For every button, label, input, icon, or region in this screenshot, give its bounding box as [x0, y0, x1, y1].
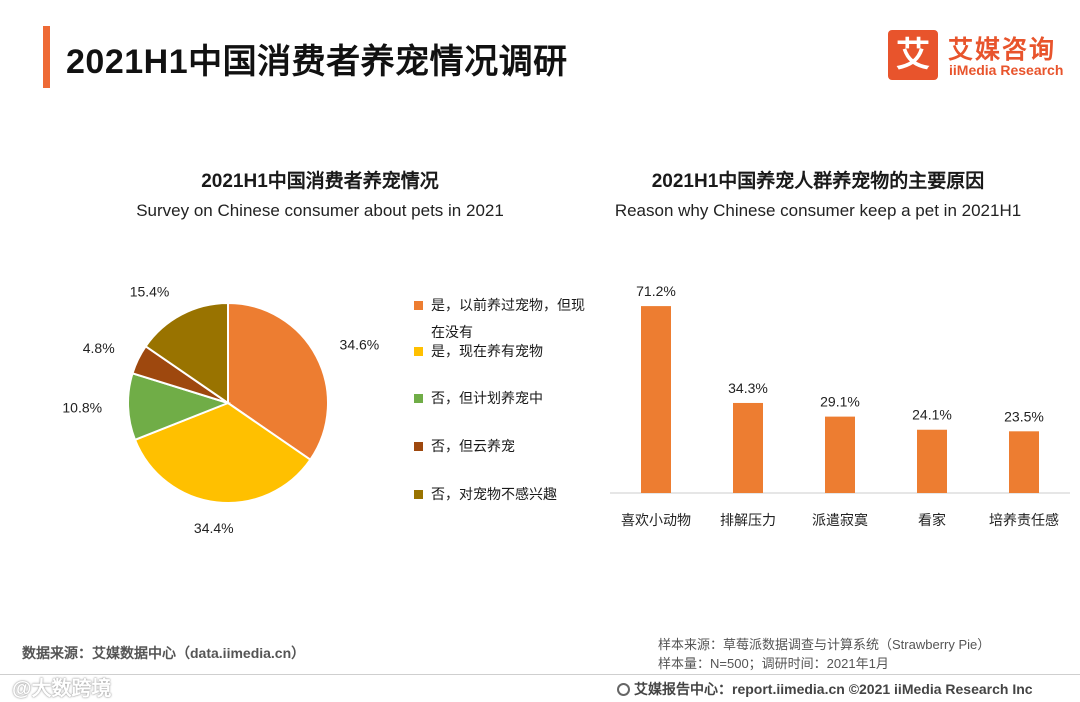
- legend-swatch: [414, 394, 423, 403]
- legend-swatch: [414, 301, 423, 310]
- pie-chart-title: 2021H1中国消费者养宠情况: [201, 171, 439, 192]
- legend-swatch: [414, 347, 423, 356]
- globe-icon: [617, 683, 630, 696]
- logo-chinese-name: 艾媒咨询: [948, 36, 1057, 64]
- footer-divider: [0, 674, 1080, 675]
- bar-value-label: 24.1%: [912, 407, 952, 423]
- sample-source-note: 样本来源：草莓派数据调查与计算系统（Strawberry Pie）: [658, 637, 991, 652]
- pie-slice: [144, 301, 229, 405]
- bar-value-label: 71.2%: [636, 283, 676, 299]
- data-source-note: 数据来源：艾媒数据中心（data.iimedia.cn）: [22, 645, 306, 661]
- x-tick-label: 看家: [918, 512, 946, 528]
- watermark: @大数跨境: [12, 678, 112, 700]
- bar: [641, 306, 671, 493]
- report-center-text: 艾媒报告中心：report.iimedia.cn ©2021 iiMedia R…: [634, 681, 1033, 697]
- bar-chart-subtitle: Reason why Chinese consumer keep a pet i…: [614, 201, 1022, 220]
- legend-label: 否，但计划养宠中: [431, 390, 543, 406]
- sample-size-note: 样本量：N=500；调研时间：2021年1月: [658, 656, 889, 671]
- pie-slice-label: 10.8%: [62, 400, 102, 416]
- page-title: 2021H1中国消费者养宠情况调研: [66, 43, 568, 81]
- bar: [1009, 431, 1039, 493]
- pie-slice: [133, 401, 312, 504]
- legend-swatch: [414, 490, 423, 499]
- bar-chart: 71.2% 喜欢小动物 34.3% 排解压力 29.1% 派遣寂寞 24.1% 看家 23.5%…: [610, 283, 1070, 528]
- bar-value-label: 29.1%: [820, 394, 860, 410]
- report-center-link[interactable]: 艾媒报告中心：report.iimedia.cn ©2021 iiMedia R…: [617, 679, 1033, 699]
- legend-label: 否，但云养宠: [431, 438, 515, 454]
- legend-swatch: [414, 442, 423, 451]
- pie-chart-subtitle: Survey on Chinese consumer about pets in…: [136, 201, 504, 220]
- title-accent-bar: [43, 26, 50, 88]
- pie-slice-label: 4.8%: [83, 340, 115, 356]
- logo-mark: 艾: [888, 30, 938, 80]
- logo-english-name: iiMedia Research: [949, 62, 1064, 78]
- bar-value-label: 34.3%: [728, 380, 768, 396]
- legend-label: 是，现在养有宠物: [431, 343, 543, 359]
- legend-label: 是，以前养过宠物，但现在没有: [431, 297, 585, 340]
- legend-label: 否，对宠物不感兴趣: [431, 486, 557, 502]
- pie-chart: 34.6% 34.4% 10.8% 4.8% 15.4%: [62, 283, 380, 536]
- pie-slice: [127, 372, 232, 442]
- pie-slice-label: 34.6%: [340, 336, 380, 352]
- bar: [917, 429, 947, 493]
- x-tick-label: 排解压力: [720, 512, 776, 528]
- x-tick-label: 培养责任感: [989, 512, 1059, 528]
- x-tick-label: 派遣寂寞: [812, 512, 868, 528]
- pie-slice-label: 15.4%: [130, 283, 170, 299]
- bar-chart-title: 2021H1中国养宠人群养宠物的主要原因: [651, 171, 985, 192]
- pie-slice-label: 34.4%: [194, 520, 234, 536]
- bar-value-label: 23.5%: [1004, 408, 1044, 424]
- bar: [733, 402, 763, 493]
- bar: [825, 416, 855, 493]
- iimedia-logo[interactable]: 艾 艾媒咨询 iiMedia Research: [888, 30, 1068, 84]
- pie-slice: [227, 301, 329, 462]
- x-tick-label: 喜欢小动物: [621, 512, 691, 528]
